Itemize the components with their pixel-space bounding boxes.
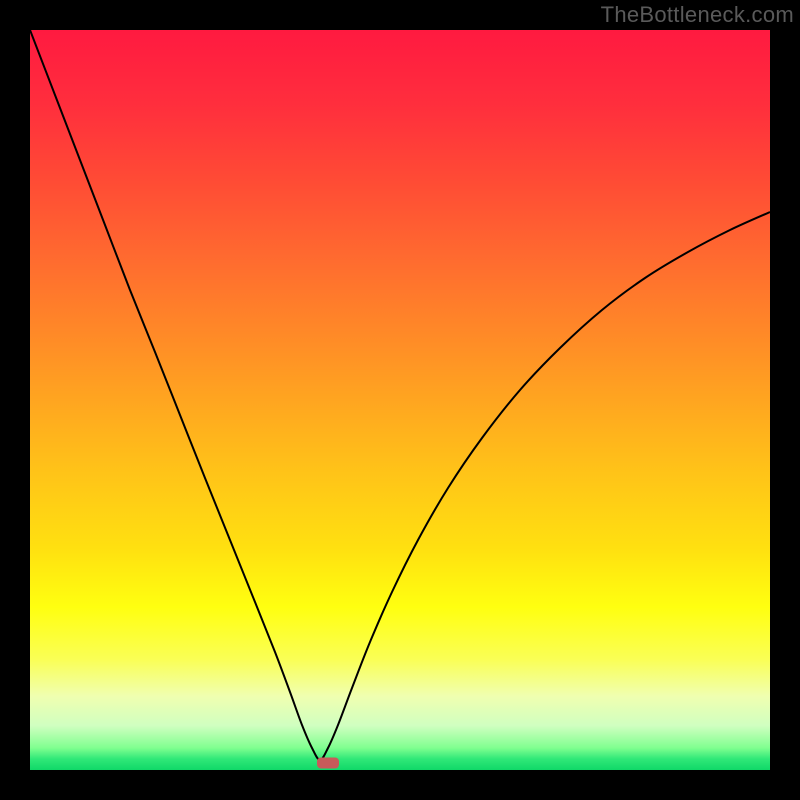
watermark-text: TheBottleneck.com bbox=[601, 2, 794, 28]
vertex-marker bbox=[317, 758, 339, 769]
plot-area bbox=[30, 30, 770, 770]
bottleneck-curve bbox=[30, 30, 770, 770]
chart-container: TheBottleneck.com bbox=[0, 0, 800, 800]
